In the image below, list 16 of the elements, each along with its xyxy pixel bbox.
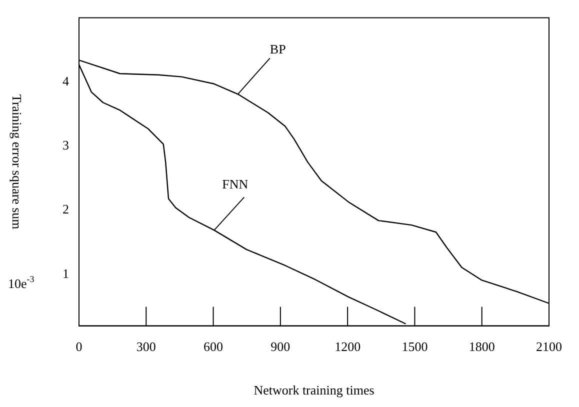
x-tick-label: 2100 — [536, 339, 562, 354]
y-tick-label: 1 — [62, 266, 69, 281]
x-tick-label: 600 — [204, 339, 224, 354]
y-tick-label: 2 — [62, 202, 69, 217]
x-tick-label: 300 — [136, 339, 156, 354]
x-tick-label: 0 — [76, 339, 82, 354]
x-tick-label: 1500 — [402, 339, 428, 354]
text: FNN — [222, 176, 249, 192]
x-tick-label: 1200 — [334, 339, 361, 354]
y-tick-label: 4 — [62, 73, 70, 88]
x-tick-label: 1800 — [468, 339, 495, 354]
x-tick-label: 900 — [270, 339, 290, 354]
text: BP — [270, 42, 286, 57]
y-tick-label: 3 — [62, 138, 69, 153]
y-axis-title: Training error square sum — [10, 94, 25, 230]
x-axis-title: Network training times — [254, 382, 374, 398]
